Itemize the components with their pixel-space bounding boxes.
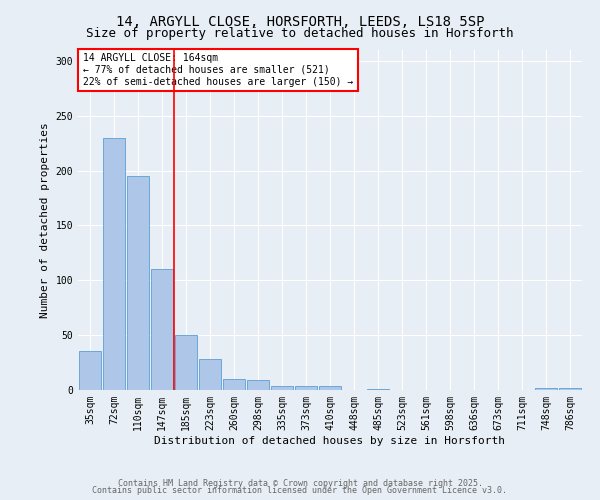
Bar bbox=[319, 386, 341, 390]
Bar bbox=[295, 386, 317, 390]
Bar bbox=[127, 176, 149, 390]
Text: Contains HM Land Registry data © Crown copyright and database right 2025.: Contains HM Land Registry data © Crown c… bbox=[118, 478, 482, 488]
X-axis label: Distribution of detached houses by size in Horsforth: Distribution of detached houses by size … bbox=[155, 436, 505, 446]
Bar bbox=[271, 386, 293, 390]
Y-axis label: Number of detached properties: Number of detached properties bbox=[40, 122, 50, 318]
Bar bbox=[223, 379, 245, 390]
Bar bbox=[175, 335, 197, 390]
Bar bbox=[199, 360, 221, 390]
Bar bbox=[367, 389, 389, 390]
Text: Contains public sector information licensed under the Open Government Licence v3: Contains public sector information licen… bbox=[92, 486, 508, 495]
Bar bbox=[103, 138, 125, 390]
Bar bbox=[559, 388, 581, 390]
Text: 14 ARGYLL CLOSE: 164sqm
← 77% of detached houses are smaller (521)
22% of semi-d: 14 ARGYLL CLOSE: 164sqm ← 77% of detache… bbox=[83, 54, 353, 86]
Bar bbox=[247, 380, 269, 390]
Text: 14, ARGYLL CLOSE, HORSFORTH, LEEDS, LS18 5SP: 14, ARGYLL CLOSE, HORSFORTH, LEEDS, LS18… bbox=[116, 15, 484, 29]
Bar bbox=[151, 270, 173, 390]
Bar bbox=[79, 350, 101, 390]
Text: Size of property relative to detached houses in Horsforth: Size of property relative to detached ho… bbox=[86, 28, 514, 40]
Bar bbox=[535, 388, 557, 390]
